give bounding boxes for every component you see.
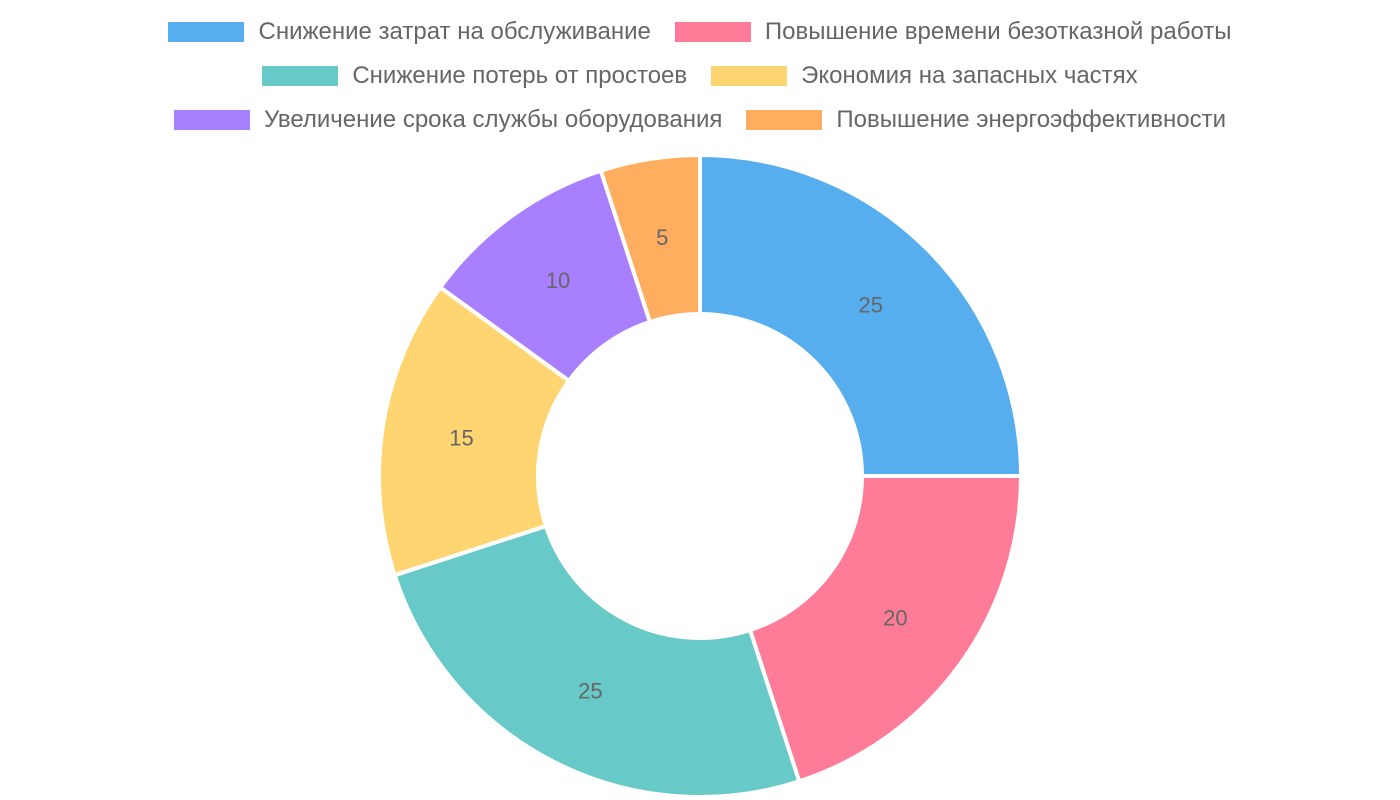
legend-label: Экономия на запасных частях [801,62,1138,89]
donut-slice[interactable] [747,474,1024,784]
slice-value-label: 20 [883,605,907,630]
slice-value-label: 25 [859,293,883,318]
legend-swatch [168,22,245,42]
legend-label: Повышение энергоэффективности [836,106,1227,133]
slice-labels: 25 20 25 15 10 5 [449,225,907,704]
legend-label: Снижение потерь от простоев [352,62,688,89]
legend-swatch [173,110,250,130]
slice-value-label: 10 [546,268,570,293]
legend-swatch [674,22,751,42]
legend-row: Снижение потерь от простоев Экономия на … [0,54,1400,98]
legend-label: Снижение затрат на обслуживание [258,18,651,45]
legend-swatch [262,66,339,86]
slice-value-label: 5 [656,225,668,250]
legend-swatch [711,66,788,86]
donut-slice[interactable] [698,152,1024,478]
donut-slice[interactable] [598,152,702,325]
chart-legend: Снижение затрат на обслуживание Повышени… [0,0,1400,142]
legend-label: Увеличение срока службы оборудования [263,106,723,133]
legend-label: Повышение времени безотказной работы [764,18,1232,45]
legend-item-spare-parts[interactable]: Экономия на запасных частях [711,62,1138,90]
slice-value-label: 15 [449,426,473,451]
legend-item-energy-efficiency[interactable]: Повышение энергоэффективности [746,106,1226,134]
legend-item-uptime[interactable]: Повышение времени безотказной работы [674,18,1232,46]
legend-item-maintenance-cost[interactable]: Снижение затрат на обслуживание [168,18,651,46]
legend-item-downtime-losses[interactable]: Снижение потерь от простоев [262,62,687,90]
donut-slice[interactable] [377,284,572,578]
legend-row: Увеличение срока службы оборудования Пов… [0,98,1400,142]
legend-item-equipment-life[interactable]: Увеличение срока службы оборудования [173,106,723,134]
slice-value-label: 25 [578,679,602,704]
legend-row: Снижение затрат на обслуживание Повышени… [0,10,1400,54]
donut-slices [377,152,1024,799]
legend-swatch [746,110,823,130]
donut-slice[interactable] [392,523,802,799]
